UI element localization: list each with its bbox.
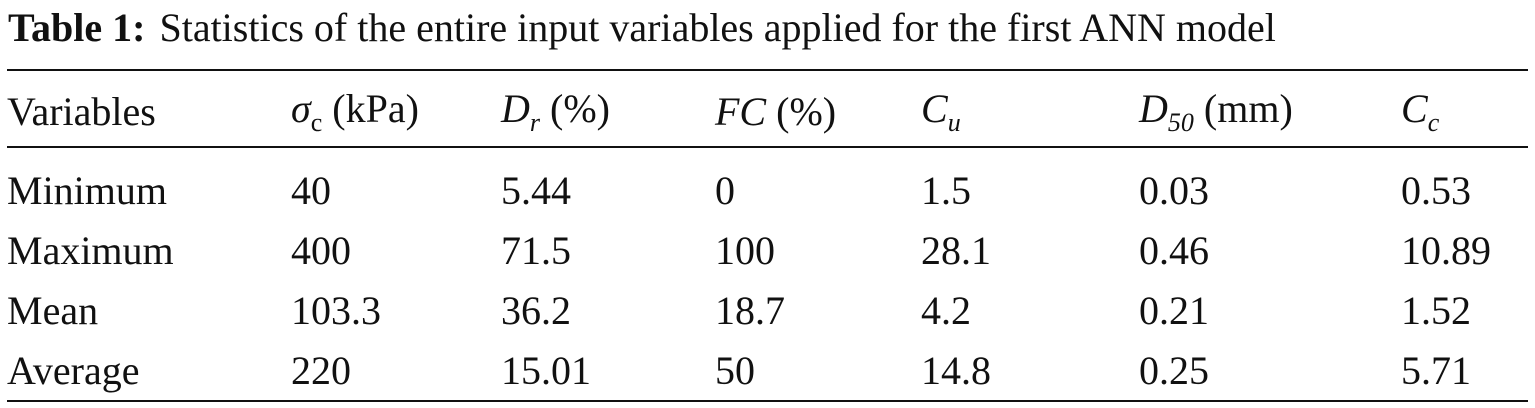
table-cell: 5.44	[501, 167, 571, 213]
table-cell: 0.53	[1401, 167, 1471, 213]
statistics-table: Variables σc (kPa) Dr (%) FC (%) Cu D50 …	[7, 80, 1528, 400]
table-cell: 10.89	[1401, 227, 1491, 273]
header-d50: D50 (mm)	[1139, 85, 1293, 137]
table-row: Average 220 15.01 50 14.8 0.25 5.71	[7, 340, 1528, 400]
table-cell: 0	[715, 167, 735, 213]
table-cell: 71.5	[501, 227, 571, 273]
table-row: Maximum 400 71.5 100 28.1 0.46 10.89	[7, 220, 1528, 280]
table-cell: 14.8	[921, 347, 991, 393]
row-label: Maximum	[7, 227, 174, 273]
caption-label: Table 1:	[8, 5, 146, 50]
table-caption: Table 1: Statistics of the entire input v…	[8, 4, 1276, 52]
table-cell: 36.2	[501, 287, 571, 333]
table-cell: 0.46	[1139, 227, 1209, 273]
table-cell: 100	[715, 227, 775, 273]
header-fc: FC (%)	[715, 88, 837, 134]
table-cell: 103.3	[291, 287, 381, 333]
table-cell: 1.52	[1401, 287, 1471, 333]
table-cell: 0.03	[1139, 167, 1209, 213]
row-label: Minimum	[7, 167, 168, 213]
table-cell: 5.71	[1401, 347, 1471, 393]
table-cell: 18.7	[715, 287, 785, 333]
bottom-rule	[7, 400, 1528, 402]
table-cell: 220	[291, 347, 351, 393]
table-cell: 40	[291, 167, 331, 213]
header-sigma-c: σc (kPa)	[291, 85, 419, 137]
table-cell: 1.5	[921, 167, 971, 213]
table-cell: 400	[291, 227, 351, 273]
top-rule	[7, 69, 1528, 71]
table-cell: 0.25	[1139, 347, 1209, 393]
row-label: Average	[7, 347, 140, 393]
table-cell: 0.21	[1139, 287, 1209, 333]
header-dr: Dr (%)	[501, 85, 610, 137]
table-cell: 50	[715, 347, 755, 393]
header-cu: Cu	[921, 85, 961, 137]
table-cell: 15.01	[501, 347, 591, 393]
table-row: Minimum 40 5.44 0 1.5 0.03 0.53	[7, 142, 1528, 220]
caption-text: Statistics of the entire input variables…	[159, 5, 1276, 50]
header-cc: Cc	[1401, 85, 1440, 137]
row-label: Mean	[7, 287, 99, 333]
header-row: Variables σc (kPa) Dr (%) FC (%) Cu D50 …	[7, 80, 1528, 142]
header-rule	[7, 146, 1528, 148]
table-cell: 4.2	[921, 287, 971, 333]
table-row: Mean 103.3 36.2 18.7 4.2 0.21 1.52	[7, 280, 1528, 340]
header-variables: Variables	[7, 88, 156, 134]
table-cell: 28.1	[921, 227, 991, 273]
